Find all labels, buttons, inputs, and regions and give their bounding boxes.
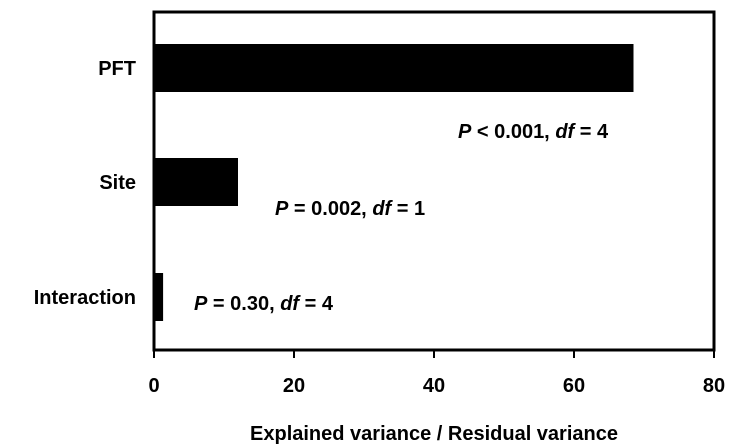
x-tick-label-40: 40 (423, 375, 445, 397)
category-label-pft: PFT (98, 58, 136, 80)
category-label-interaction: Interaction (34, 287, 136, 309)
x-tick-label-60: 60 (563, 375, 585, 397)
annotation-interaction: P = 0.30, df = 4 (194, 293, 334, 315)
category-label-site: Site (99, 172, 136, 194)
x-axis-title: Explained variance / Residual variance (250, 423, 618, 445)
x-tick-label-0: 0 (148, 375, 159, 397)
x-tick-label-20: 20 (283, 375, 305, 397)
bar-pft (154, 44, 634, 92)
bars-group (154, 44, 634, 321)
x-tick-label-80: 80 (703, 375, 725, 397)
x-axis: 0 20 40 60 80 (148, 350, 725, 397)
annotation-pft: P < 0.001, df = 4 (458, 121, 609, 143)
category-labels: PFT Site Interaction (34, 58, 136, 309)
bar-site (154, 158, 238, 206)
annotation-site: P = 0.002, df = 1 (275, 198, 425, 220)
bar-interaction (154, 273, 164, 321)
annotations: P < 0.001, df = 4 P = 0.002, df = 1 P = 0.… (194, 121, 609, 315)
